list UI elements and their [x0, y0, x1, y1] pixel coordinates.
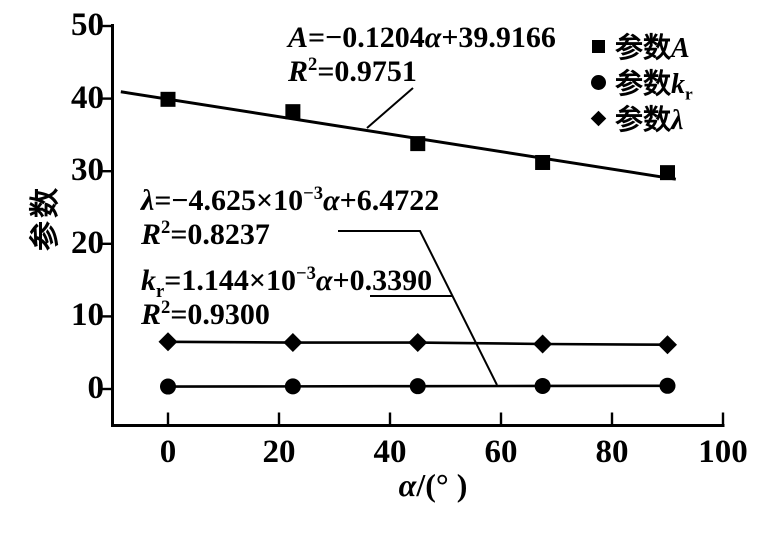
circle-marker-kr [534, 377, 551, 394]
diamond-marker-lambda [158, 332, 178, 352]
square-marker-A [410, 136, 426, 152]
diamond-marker-lambda [658, 335, 677, 355]
square-marker-A [535, 154, 551, 170]
leader-line-fit-eq-lambda-0 [338, 230, 498, 386]
circle-marker-kr [160, 378, 176, 395]
circle-marker-kr [659, 377, 676, 394]
square-marker-A [160, 91, 176, 107]
fit-line-A [120, 90, 677, 181]
square-marker-A [660, 165, 675, 181]
leader-line-fit-eq-A-0 [366, 87, 414, 129]
diamond-marker-lambda [283, 333, 303, 353]
circle-marker-kr [409, 378, 426, 395]
circle-marker-kr [284, 378, 301, 395]
diamond-marker-lambda [533, 334, 553, 354]
diamond-marker-lambda [408, 333, 428, 353]
square-marker-A [285, 104, 301, 120]
